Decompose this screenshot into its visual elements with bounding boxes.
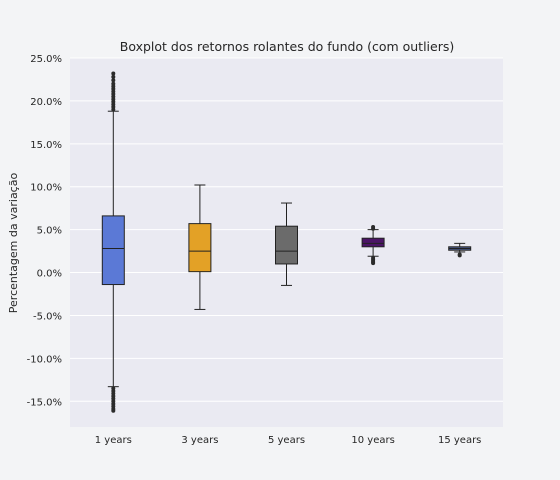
y-tick-label: 0.0% — [37, 269, 62, 280]
box-2 — [188, 184, 212, 310]
y-tick-labels: 25.0% 20.0% 15.0% 10.0% 5.0% 0.0% -5.0% -10.0% -… — [27, 54, 62, 408]
outlier-point — [111, 408, 116, 413]
x-tick-label: 15 years — [438, 435, 481, 446]
outlier-point — [457, 253, 462, 258]
box-iqr — [101, 215, 125, 286]
y-axis-label: Percentagem da variação — [7, 173, 20, 314]
box-iqr — [188, 223, 212, 273]
x-tick-label: 1 years — [95, 435, 132, 446]
box-4 — [361, 225, 385, 266]
y-tick-label: 25.0% — [30, 54, 62, 65]
y-tick-label: -10.0% — [27, 354, 62, 365]
boxes — [101, 71, 472, 413]
box-5 — [448, 242, 472, 258]
x-tick-label: 3 years — [181, 435, 218, 446]
outlier-point — [111, 81, 116, 86]
outlier-point — [111, 74, 116, 79]
y-tick-label: 5.0% — [37, 226, 62, 237]
box-iqr — [361, 237, 385, 248]
x-tick-labels: 1 years 3 years 5 years 10 years 15 years — [95, 435, 482, 446]
outlier-point — [111, 78, 116, 83]
x-tick-label: 5 years — [268, 435, 305, 446]
x-tick-label: 10 years — [351, 435, 394, 446]
outlier-point — [371, 225, 376, 230]
box-iqr — [275, 225, 298, 265]
outlier-point — [111, 71, 116, 76]
outlier-point — [371, 261, 376, 266]
box-1 — [101, 71, 125, 413]
y-tick-label: -5.0% — [33, 311, 62, 322]
y-tick-label: 20.0% — [30, 97, 62, 108]
chart-title: Boxplot dos retornos rolantes do fundo (… — [120, 39, 455, 54]
box-3 — [275, 202, 298, 286]
y-tick-label: 10.0% — [30, 183, 62, 194]
y-tick-label: -15.0% — [27, 397, 62, 408]
y-tick-label: 15.0% — [30, 140, 62, 151]
